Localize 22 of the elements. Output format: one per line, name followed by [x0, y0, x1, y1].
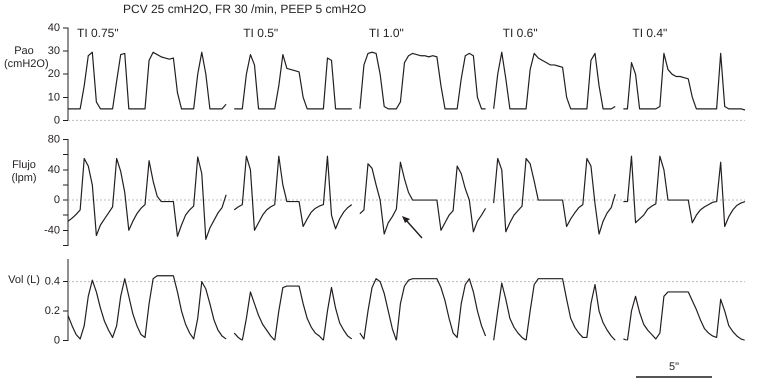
annotation: TI 1.0" — [368, 26, 404, 40]
y-tick-label: 40 — [48, 164, 60, 176]
annotation: TI 0.75" — [77, 26, 119, 40]
y-axis-title: Vol (L) — [7, 274, 41, 288]
y-tick-label: 0.4 — [44, 276, 60, 288]
y-tick-label: 10 — [48, 91, 60, 104]
chart-title: PCV 25 cmH2O, FR 30 /min, PEEP 5 cmH2O — [123, 2, 366, 16]
y-tick-label: 20 — [48, 68, 60, 80]
annotation: TI 0.4" — [632, 26, 668, 40]
y-tick-label: 0.2 — [44, 305, 60, 318]
y-axis-title: Pao (cmH2O) — [4, 44, 49, 70]
y-axis-title: Flujo (lpm) — [10, 158, 38, 185]
y-tick-label: 80 — [48, 134, 60, 146]
y-tick-label: 0 — [54, 334, 60, 346]
y-tick-label: 0 — [54, 114, 60, 126]
text: 5" — [668, 361, 680, 374]
annotation: TI 0.6" — [502, 26, 538, 40]
annotation: TI 0.5" — [243, 26, 278, 40]
y-tick-label: 40 — [48, 22, 60, 34]
y-tick-label: -40 — [44, 224, 60, 236]
y-tick-label: 30 — [48, 45, 60, 58]
y-tick-label: 0 — [54, 194, 60, 206]
